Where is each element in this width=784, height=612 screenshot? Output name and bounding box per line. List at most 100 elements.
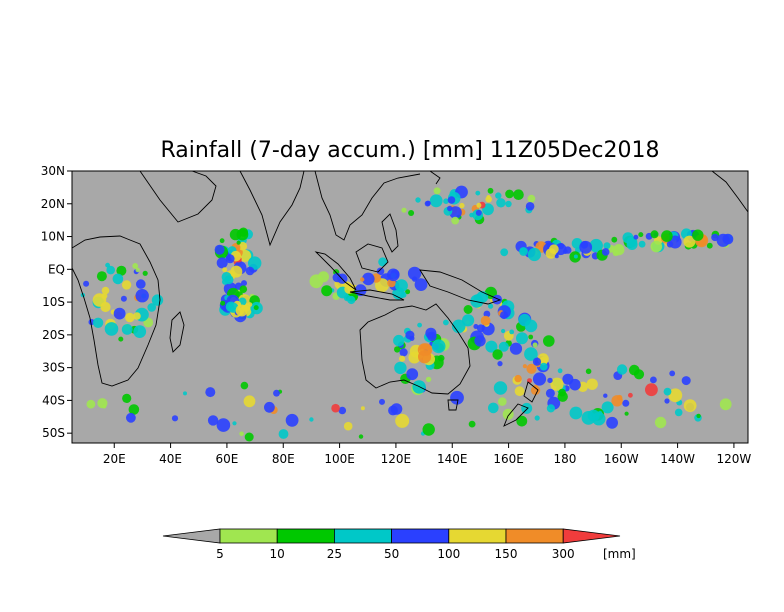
lon-tick-label: 160W xyxy=(604,452,639,466)
rain-patch xyxy=(554,254,559,259)
colorbar-swatch xyxy=(562,528,621,544)
rain-patch xyxy=(147,303,156,312)
rain-patch xyxy=(633,234,639,240)
lon-tick-label: 20E xyxy=(103,452,126,466)
rain-patch xyxy=(611,236,618,243)
rain-patch xyxy=(122,393,132,403)
rain-patch xyxy=(611,395,623,407)
rain-patch xyxy=(498,341,509,352)
rain-patch xyxy=(243,395,256,408)
lon-tick-label: 40E xyxy=(159,452,182,466)
rain-patch xyxy=(151,294,164,306)
rain-patch xyxy=(97,398,108,409)
rain-patch xyxy=(393,334,405,347)
rain-patch xyxy=(133,325,147,338)
rain-patch xyxy=(425,327,437,339)
coastline-new-zealand-south xyxy=(503,403,529,427)
rain-patch xyxy=(128,404,140,415)
rain-patch xyxy=(443,198,449,204)
coastline-tasmania xyxy=(447,399,459,411)
rain-patch xyxy=(414,278,428,291)
rain-patch xyxy=(101,286,110,295)
coastline-africa xyxy=(72,235,161,387)
rain-patch xyxy=(601,248,610,256)
rain-patch xyxy=(219,238,225,244)
rain-patch xyxy=(509,329,515,335)
lon-tick-label: 160E xyxy=(493,452,524,466)
lon-tick-label: 140W xyxy=(660,452,695,466)
rain-patch xyxy=(516,332,528,345)
rain-patch xyxy=(437,354,445,362)
rain-patch xyxy=(557,391,568,402)
rain-patch xyxy=(616,364,628,375)
rain-patch xyxy=(539,362,548,371)
rain-patch xyxy=(429,194,443,208)
rain-patch xyxy=(681,376,691,386)
rain-patch xyxy=(244,432,254,442)
rain-patch xyxy=(592,412,606,426)
rain-patch xyxy=(450,390,464,405)
rain-patch xyxy=(406,368,419,381)
colorbar-label: 10 xyxy=(270,547,285,561)
rain-patch xyxy=(669,370,676,377)
rain-patch xyxy=(527,247,542,262)
coastline-southeast-asia xyxy=(314,171,421,241)
rain-patch xyxy=(239,431,244,437)
rain-patch xyxy=(516,415,528,427)
rain-patch xyxy=(487,187,494,194)
rain-patch xyxy=(395,279,408,292)
coastline-java xyxy=(349,289,405,301)
rain-patch xyxy=(469,212,474,218)
rain-patch xyxy=(569,406,583,420)
rain-patch xyxy=(526,363,537,374)
lat-tick-label: EQ xyxy=(48,262,65,276)
rain-patch xyxy=(360,406,365,411)
rain-patch xyxy=(603,393,608,398)
rain-patch xyxy=(321,285,333,297)
rain-patch xyxy=(498,397,507,406)
rain-patch xyxy=(125,312,135,323)
rain-patch xyxy=(486,195,491,200)
rain-patch xyxy=(532,357,542,366)
rain-patch xyxy=(362,272,375,286)
colorbar-unit: [mm] xyxy=(603,547,636,561)
rain-patch xyxy=(245,266,255,276)
rain-patch xyxy=(388,405,398,416)
rain-patch xyxy=(425,200,431,206)
coastline-japan xyxy=(429,171,441,185)
rain-patch xyxy=(133,312,141,320)
rain-patch xyxy=(239,285,248,294)
rain-patch xyxy=(394,346,401,353)
rain-patch xyxy=(343,421,353,431)
rain-patch xyxy=(125,412,136,423)
rain-patch xyxy=(488,402,499,414)
rain-patch xyxy=(401,207,407,213)
rain-patch xyxy=(183,391,187,396)
rain-patch xyxy=(83,280,90,287)
rain-patch xyxy=(433,187,441,195)
lat-tick-label: 30S xyxy=(42,361,65,375)
rain-patch xyxy=(394,361,407,375)
longitude-axis: 20E 40E 60E 80E 100E 120E 140E 160E 180 160W 140W 1… xyxy=(103,443,751,466)
rain-patch xyxy=(100,301,111,313)
coastline-sumatra xyxy=(314,251,357,291)
coastline-new-zealand-north xyxy=(523,381,539,403)
rain-patch xyxy=(521,402,533,414)
colorbar-label: 150 xyxy=(495,547,518,561)
rain-patch xyxy=(142,270,148,276)
map-background xyxy=(72,171,748,443)
rain-patch xyxy=(400,291,407,298)
rain-patch xyxy=(135,289,149,303)
rain-patch xyxy=(248,256,262,270)
rain-patch xyxy=(719,398,732,411)
rain-patch xyxy=(505,200,512,208)
rain-patch xyxy=(354,284,367,297)
rain-patch xyxy=(273,389,280,397)
rain-patch xyxy=(524,319,538,333)
rain-patch xyxy=(496,198,506,208)
rain-patch xyxy=(116,265,127,276)
rain-patch xyxy=(622,399,630,407)
rain-patch xyxy=(638,232,644,238)
colorbar-swatch xyxy=(162,528,221,544)
rain-patch xyxy=(443,319,449,326)
